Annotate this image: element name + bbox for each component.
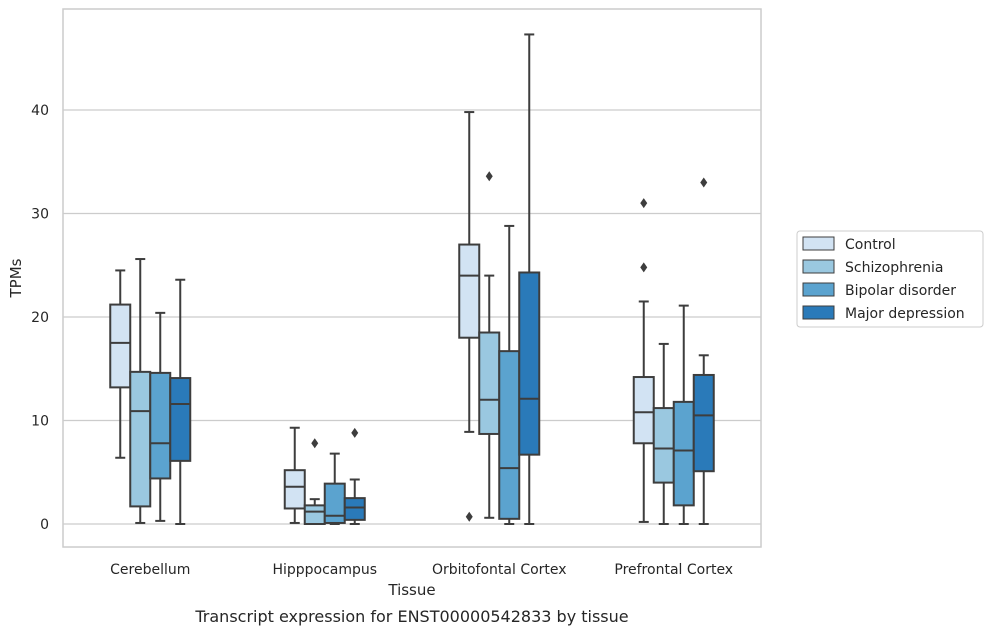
- legend-swatch: [802, 305, 835, 320]
- y-axis-title: TPMs: [7, 258, 25, 298]
- box-0-2: [149, 311, 172, 522]
- outlier-point: [465, 511, 473, 522]
- boxes-layer: [109, 33, 715, 525]
- legend-swatch: [802, 282, 835, 297]
- box-body: [343, 497, 366, 521]
- chart-caption: Transcript expression for ENST0000054283…: [194, 607, 628, 626]
- box-2-3: [518, 33, 541, 525]
- legend-label: Schizophrenia: [845, 260, 943, 276]
- box-body: [672, 400, 695, 507]
- box-0-1: [129, 258, 152, 524]
- y-tick-label: 20: [31, 310, 49, 326]
- x-axis-title: Tissue: [387, 581, 435, 599]
- x-tick-label: Hipppocampus: [272, 562, 377, 578]
- x-tick-label: Cerebellum: [110, 562, 190, 578]
- legend-label: Bipolar disorder: [845, 283, 956, 299]
- box-body: [303, 504, 326, 525]
- legend-label: Major depression: [845, 306, 965, 322]
- x-tick-labels: Cerebellum Hipppocampus Orbitofontal Corte…: [110, 562, 733, 578]
- box-body: [169, 377, 192, 462]
- box-body: [692, 373, 715, 473]
- box-2-0: [458, 111, 481, 522]
- box-body: [109, 303, 132, 389]
- box-body: [323, 482, 346, 524]
- box-body: [283, 469, 306, 510]
- box-0-3: [169, 278, 192, 525]
- plot-frame: [62, 8, 762, 548]
- legend-swatch: [802, 236, 835, 251]
- legend-frame: [796, 230, 984, 328]
- box-0-0: [109, 269, 132, 459]
- legend-swatch: [802, 259, 835, 274]
- outlier-point: [311, 438, 319, 449]
- box-body: [478, 331, 501, 435]
- y-tick-label: 30: [31, 207, 49, 223]
- y-tick-labels: 0 10 20 30 40: [31, 103, 49, 533]
- x-tick-label: Prefrontal Cortex: [614, 562, 733, 578]
- box-body: [129, 370, 152, 508]
- y-tick-label: 40: [31, 103, 49, 119]
- box-body: [652, 407, 675, 484]
- box-body: [498, 350, 521, 520]
- box-1-0: [283, 426, 306, 524]
- box-3-1: [652, 342, 675, 525]
- box-body: [518, 271, 541, 456]
- outlier-point: [640, 262, 648, 273]
- box-body: [458, 243, 481, 339]
- box-body: [149, 371, 172, 480]
- box-2-1: [478, 171, 501, 519]
- box-1-1: [303, 438, 326, 525]
- box-3-3: [692, 177, 715, 525]
- outlier-point: [485, 171, 493, 182]
- box-1-3: [343, 427, 366, 525]
- y-tick-label: 10: [31, 414, 49, 430]
- legend-label: Control: [845, 237, 896, 253]
- outlier-point: [640, 198, 648, 209]
- x-tick-label: Orbitofontal Cortex: [432, 562, 567, 578]
- box-3-0: [632, 198, 655, 523]
- legend: Control Schizophrenia Bipolar disorder Majo…: [796, 230, 984, 328]
- outlier-point: [700, 177, 708, 188]
- outlier-point: [351, 427, 359, 438]
- box-body: [632, 376, 655, 445]
- y-tick-label: 0: [40, 517, 49, 533]
